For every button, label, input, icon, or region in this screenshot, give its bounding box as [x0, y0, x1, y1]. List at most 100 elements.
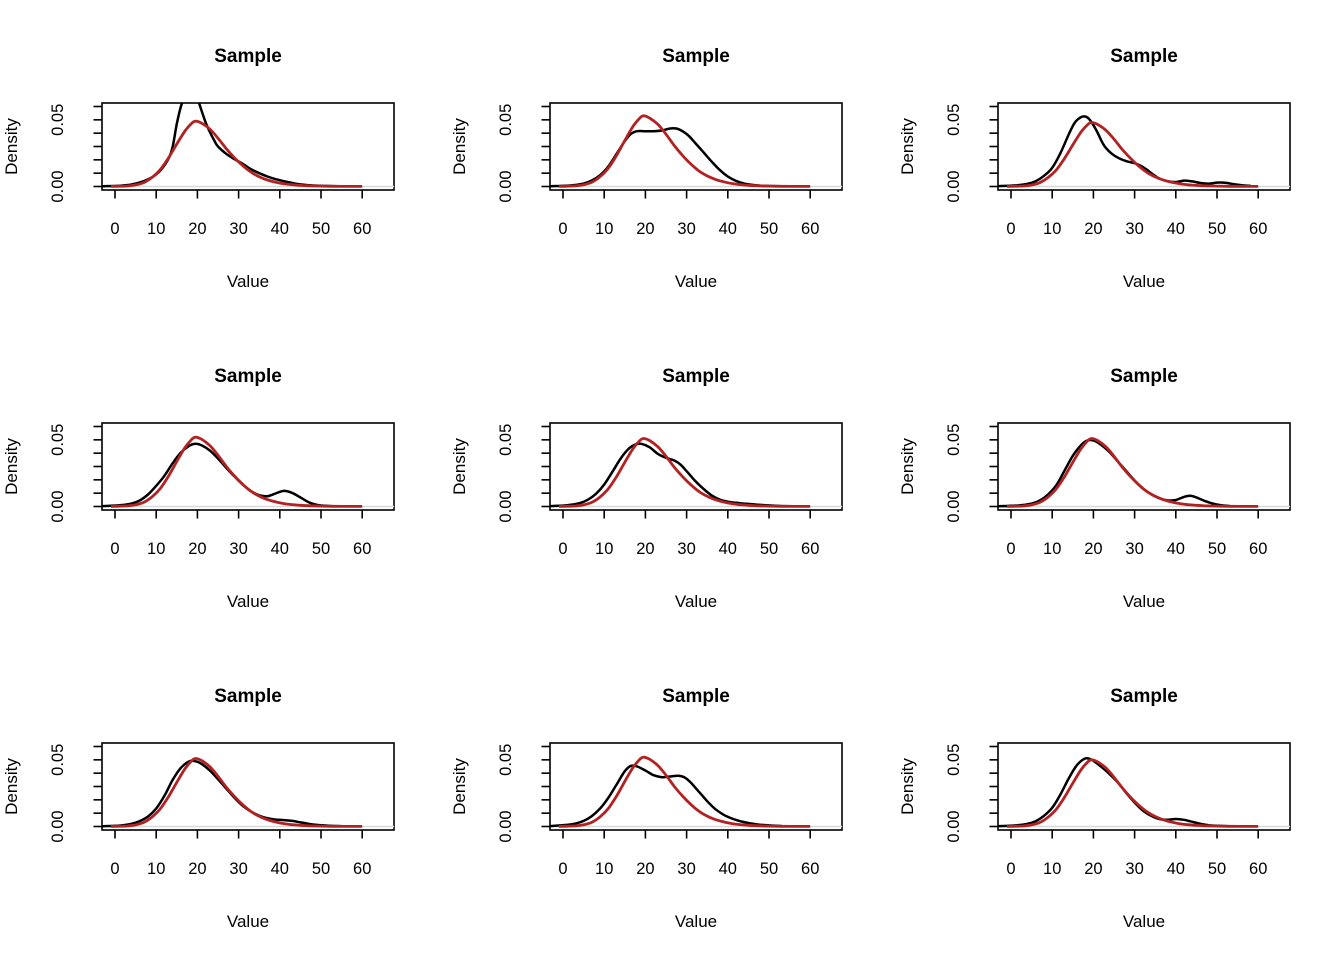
x-tick-label: 20 — [1084, 220, 1102, 238]
y-tick-label: 0.00 — [945, 170, 963, 202]
y-tick-label: 0.00 — [497, 490, 515, 522]
x-tick-label: 20 — [636, 540, 654, 558]
density-panel-svg: Sample 0 10 20 30 40 50 60 0.00 0.05 Value Density — [2, 366, 395, 611]
y-tick-label: 0.05 — [497, 424, 515, 456]
empirical-density-curve — [998, 115, 1252, 188]
x-axis-label: Value — [1123, 912, 1165, 931]
x-tick-label: 20 — [188, 220, 206, 238]
density-panel-r3c2: Sample 0 10 20 30 40 50 60 0.00 0.05 Value Density — [448, 640, 896, 960]
y-axis-label: Density — [450, 438, 469, 495]
y-axis-label: Density — [898, 758, 917, 815]
x-tick-label: 10 — [595, 540, 613, 558]
x-tick-label: 30 — [229, 220, 247, 238]
x-axis-label: Value — [675, 272, 717, 291]
x-axis-label: Value — [675, 592, 717, 611]
x-tick-label: 10 — [147, 220, 165, 238]
x-tick-label: 50 — [312, 860, 330, 878]
density-panel-svg: Sample 0 10 20 30 40 50 60 0.00 0.05 Value Density — [898, 686, 1291, 931]
x-tick-label: 0 — [110, 220, 119, 238]
density-panel-svg: Sample 0 10 20 30 40 50 60 0.00 0.05 Value Density — [898, 366, 1291, 611]
plot-box — [549, 742, 843, 831]
x-axis-label: Value — [227, 592, 269, 611]
density-panel-r3c1: Sample 0 10 20 30 40 50 60 0.00 0.05 Value Density — [0, 640, 448, 960]
density-panel-r3c3: Sample 0 10 20 30 40 50 60 0.00 0.05 Value Density — [896, 640, 1344, 960]
x-tick-label: 60 — [1249, 860, 1267, 878]
x-tick-label: 50 — [760, 860, 778, 878]
density-panel-svg: Sample 0 10 20 30 40 50 60 0.00 0.05 Value Density — [450, 46, 843, 291]
y-axis-label: Density — [2, 118, 21, 175]
y-tick-label: 0.00 — [49, 810, 67, 842]
x-tick-label: 60 — [353, 540, 371, 558]
y-tick-label: 0.05 — [49, 424, 67, 456]
y-axis-label: Density — [2, 758, 21, 815]
x-tick-label: 60 — [353, 220, 371, 238]
panel-title: Sample — [662, 366, 730, 387]
y-tick-label: 0.05 — [945, 104, 963, 136]
x-axis-label: Value — [227, 912, 269, 931]
fitted-density-curve — [1006, 121, 1259, 188]
plot-box — [549, 102, 843, 191]
x-tick-label: 20 — [636, 860, 654, 878]
y-axis-label: Density — [450, 118, 469, 175]
x-tick-label: 60 — [1249, 220, 1267, 238]
x-tick-label: 10 — [1043, 220, 1061, 238]
x-tick-label: 50 — [1208, 860, 1226, 878]
x-tick-label: 10 — [147, 540, 165, 558]
fitted-density-curve — [110, 435, 363, 508]
y-tick-label: 0.00 — [49, 490, 67, 522]
fitted-density-curve — [1006, 758, 1259, 828]
empirical-density-curve — [550, 442, 795, 508]
panel-title: Sample — [1110, 686, 1178, 707]
y-tick-label: 0.05 — [49, 744, 67, 776]
empirical-density-curve — [550, 126, 783, 188]
density-panel-svg: Sample 0 10 20 30 40 50 60 0.00 0.05 Value Density — [2, 686, 395, 931]
plot-box — [101, 742, 395, 831]
x-tick-label: 0 — [558, 540, 567, 558]
x-tick-label: 30 — [677, 220, 695, 238]
x-tick-label: 40 — [719, 220, 737, 238]
x-tick-label: 30 — [1125, 220, 1143, 238]
y-tick-label: 0.05 — [497, 744, 515, 776]
x-tick-label: 30 — [1125, 540, 1143, 558]
x-tick-label: 40 — [719, 540, 737, 558]
panel-title: Sample — [214, 366, 282, 387]
fitted-density-curve — [558, 114, 811, 188]
plot-box — [997, 742, 1291, 831]
x-tick-label: 10 — [1043, 860, 1061, 878]
y-axis-label: Density — [898, 118, 917, 175]
x-tick-label: 30 — [1125, 860, 1143, 878]
density-panel-r2c3: Sample 0 10 20 30 40 50 60 0.00 0.05 Value Density — [896, 320, 1344, 640]
x-axis-label: Value — [227, 272, 269, 291]
plot-box — [997, 102, 1291, 191]
density-panel-svg: Sample 0 10 20 30 40 50 60 0.00 0.05 Value Density — [450, 686, 843, 931]
x-tick-label: 20 — [636, 220, 654, 238]
x-tick-label: 50 — [1208, 540, 1226, 558]
x-tick-label: 0 — [1006, 220, 1015, 238]
y-tick-label: 0.00 — [945, 490, 963, 522]
x-tick-label: 50 — [760, 540, 778, 558]
x-tick-label: 60 — [801, 220, 819, 238]
x-tick-label: 50 — [312, 540, 330, 558]
y-tick-label: 0.00 — [497, 170, 515, 202]
x-tick-label: 60 — [801, 860, 819, 878]
x-tick-label: 0 — [1006, 540, 1015, 558]
x-tick-label: 20 — [1084, 540, 1102, 558]
x-tick-label: 30 — [229, 540, 247, 558]
empirical-density-curve — [998, 438, 1231, 508]
y-tick-label: 0.05 — [945, 424, 963, 456]
x-tick-label: 40 — [1167, 860, 1185, 878]
x-tick-label: 50 — [760, 220, 778, 238]
x-tick-label: 30 — [229, 860, 247, 878]
x-tick-label: 30 — [677, 540, 695, 558]
x-tick-label: 40 — [719, 860, 737, 878]
y-tick-label: 0.00 — [945, 810, 963, 842]
density-panel-r1c2: Sample 0 10 20 30 40 50 60 0.00 0.05 Value Density — [448, 0, 896, 320]
fitted-density-curve — [1006, 437, 1259, 508]
panel-title: Sample — [662, 686, 730, 707]
x-tick-label: 40 — [271, 220, 289, 238]
x-tick-label: 0 — [110, 860, 119, 878]
x-tick-label: 40 — [271, 860, 289, 878]
panel-title: Sample — [214, 686, 282, 707]
